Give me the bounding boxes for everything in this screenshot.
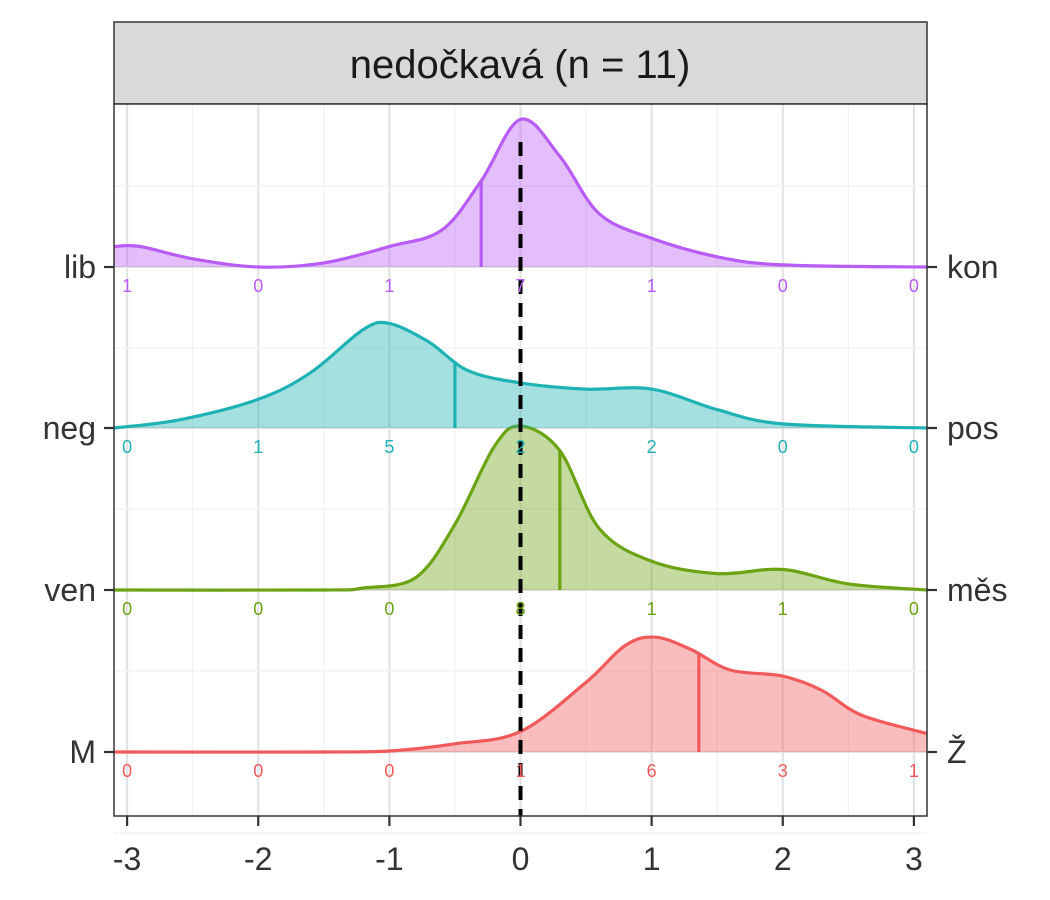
y-label-right: kon — [947, 249, 999, 285]
count-label: 0 — [253, 761, 263, 781]
x-tick-label: -1 — [375, 841, 403, 877]
count-label: 0 — [909, 276, 919, 296]
count-label: 3 — [778, 761, 788, 781]
x-tick-label: -2 — [244, 841, 272, 877]
y-label-left: neg — [43, 410, 96, 446]
strip-background — [113, 21, 928, 105]
count-label: 0 — [122, 599, 132, 619]
count-label: 0 — [253, 599, 263, 619]
y-label-left: M — [69, 734, 96, 770]
count-label: 8 — [515, 599, 525, 619]
count-label: 0 — [909, 599, 919, 619]
count-label: 0 — [122, 437, 132, 457]
count-label: 1 — [253, 437, 263, 457]
count-label: 1 — [778, 599, 788, 619]
y-label-left: ven — [44, 572, 96, 608]
ridge-neg-pos — [113, 320, 928, 430]
x-tick-label: 2 — [774, 841, 792, 877]
y-label-right: pos — [947, 410, 999, 446]
count-label: 5 — [384, 437, 394, 457]
density-line — [113, 320, 928, 430]
count-label: 0 — [909, 437, 919, 457]
count-label: 2 — [515, 437, 525, 457]
count-label: 0 — [122, 761, 132, 781]
ridge-ven-měs — [113, 424, 928, 592]
density-line — [113, 424, 928, 592]
count-label: 0 — [253, 276, 263, 296]
y-label-right: Ž — [947, 734, 967, 770]
count-labels: 0 0 0 1 6 3 1 0 0 0 8 1 1 0 0 1 5 2 2 0 0 1 0 1 7 1 0 0 — [122, 276, 919, 781]
facet-title: nedočkavá (n = 11) — [350, 43, 691, 87]
x-tick-label: 3 — [905, 841, 923, 877]
count-label: 0 — [778, 437, 788, 457]
x-tick-label: 0 — [512, 841, 530, 877]
count-label: 1 — [647, 276, 657, 296]
y-label-right: měs — [947, 572, 1007, 608]
density-area — [114, 322, 927, 428]
density-line — [113, 635, 928, 754]
count-label: 0 — [384, 761, 394, 781]
y-label-left: lib — [64, 249, 96, 285]
count-label: 0 — [778, 276, 788, 296]
count-label: 2 — [647, 437, 657, 457]
density-area — [114, 425, 927, 591]
count-label: 0 — [384, 599, 394, 619]
count-label: 1 — [909, 761, 919, 781]
count-label: 7 — [515, 276, 525, 296]
ridge-M-Ž — [113, 635, 928, 754]
density-area — [114, 637, 927, 753]
count-label: 1 — [515, 761, 525, 781]
x-tick-label: 1 — [643, 841, 661, 877]
x-tick-label: -3 — [113, 841, 141, 877]
count-label: 1 — [122, 276, 132, 296]
count-label: 6 — [647, 761, 657, 781]
count-label: 1 — [647, 599, 657, 619]
density-line — [113, 117, 928, 269]
count-label: 1 — [384, 276, 394, 296]
